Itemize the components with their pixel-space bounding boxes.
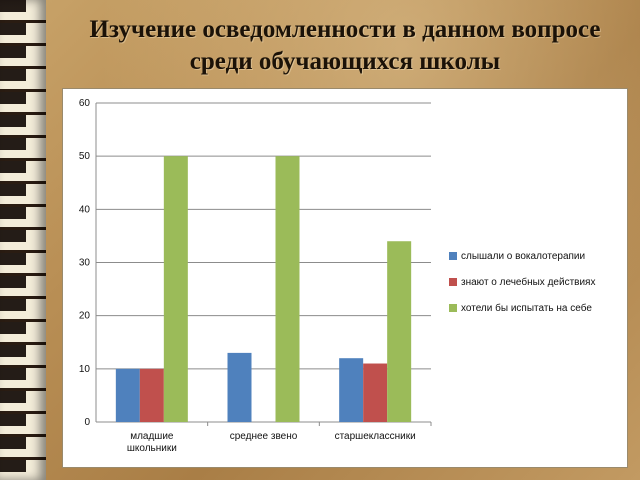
y-tick-label: 10 <box>79 364 91 375</box>
bar <box>139 368 164 422</box>
legend-label: знают о лечебных действиях <box>461 276 596 288</box>
piano-keys-decoration <box>0 0 46 480</box>
y-tick-label: 30 <box>79 258 91 269</box>
bar <box>275 156 300 422</box>
bar-chart: 0 10 20 30 40 50 60 младшие школьники среднее зв… <box>79 98 432 454</box>
legend-swatch <box>449 278 457 286</box>
x-tick-label-line: среднее звено <box>230 431 298 442</box>
legend-item: слышали о вокалотерапии <box>449 247 627 265</box>
legend-item: знают о лечебных действиях <box>449 273 627 291</box>
legend-item: хотели бы испытать на себе <box>449 299 627 317</box>
y-tick-label: 40 <box>79 204 91 215</box>
y-tick-label: 0 <box>84 417 90 428</box>
x-tick-label: среднее звено <box>230 431 298 442</box>
chart-panel: 0 10 20 30 40 50 60 младшие школьники среднее зв… <box>62 88 628 468</box>
bar <box>163 156 188 422</box>
legend-label: слышали о вокалотерапии <box>461 250 586 262</box>
legend-swatch <box>449 252 457 260</box>
bar <box>339 358 364 422</box>
bar <box>115 368 140 422</box>
x-tick-label-line: старшеклассники <box>335 431 416 442</box>
slide-title: Изучение осведомленности в данном вопрос… <box>89 16 601 75</box>
bar <box>227 352 252 422</box>
chart-legend: слышали о вокалотерапии знают о лечебных… <box>449 247 627 325</box>
y-tick-label: 50 <box>79 151 91 162</box>
bar <box>387 241 412 422</box>
legend-swatch <box>449 304 457 312</box>
x-tick-label: младшие школьники <box>127 431 177 454</box>
x-tick-label-line: младшие <box>130 431 174 442</box>
y-tick-label: 20 <box>79 311 91 322</box>
legend-label: хотели бы испытать на себе <box>461 302 592 314</box>
bar <box>363 363 388 422</box>
x-tick-label: старшеклассники <box>335 431 416 442</box>
y-tick-label: 60 <box>79 98 91 109</box>
x-tick-label-line: школьники <box>127 443 177 454</box>
